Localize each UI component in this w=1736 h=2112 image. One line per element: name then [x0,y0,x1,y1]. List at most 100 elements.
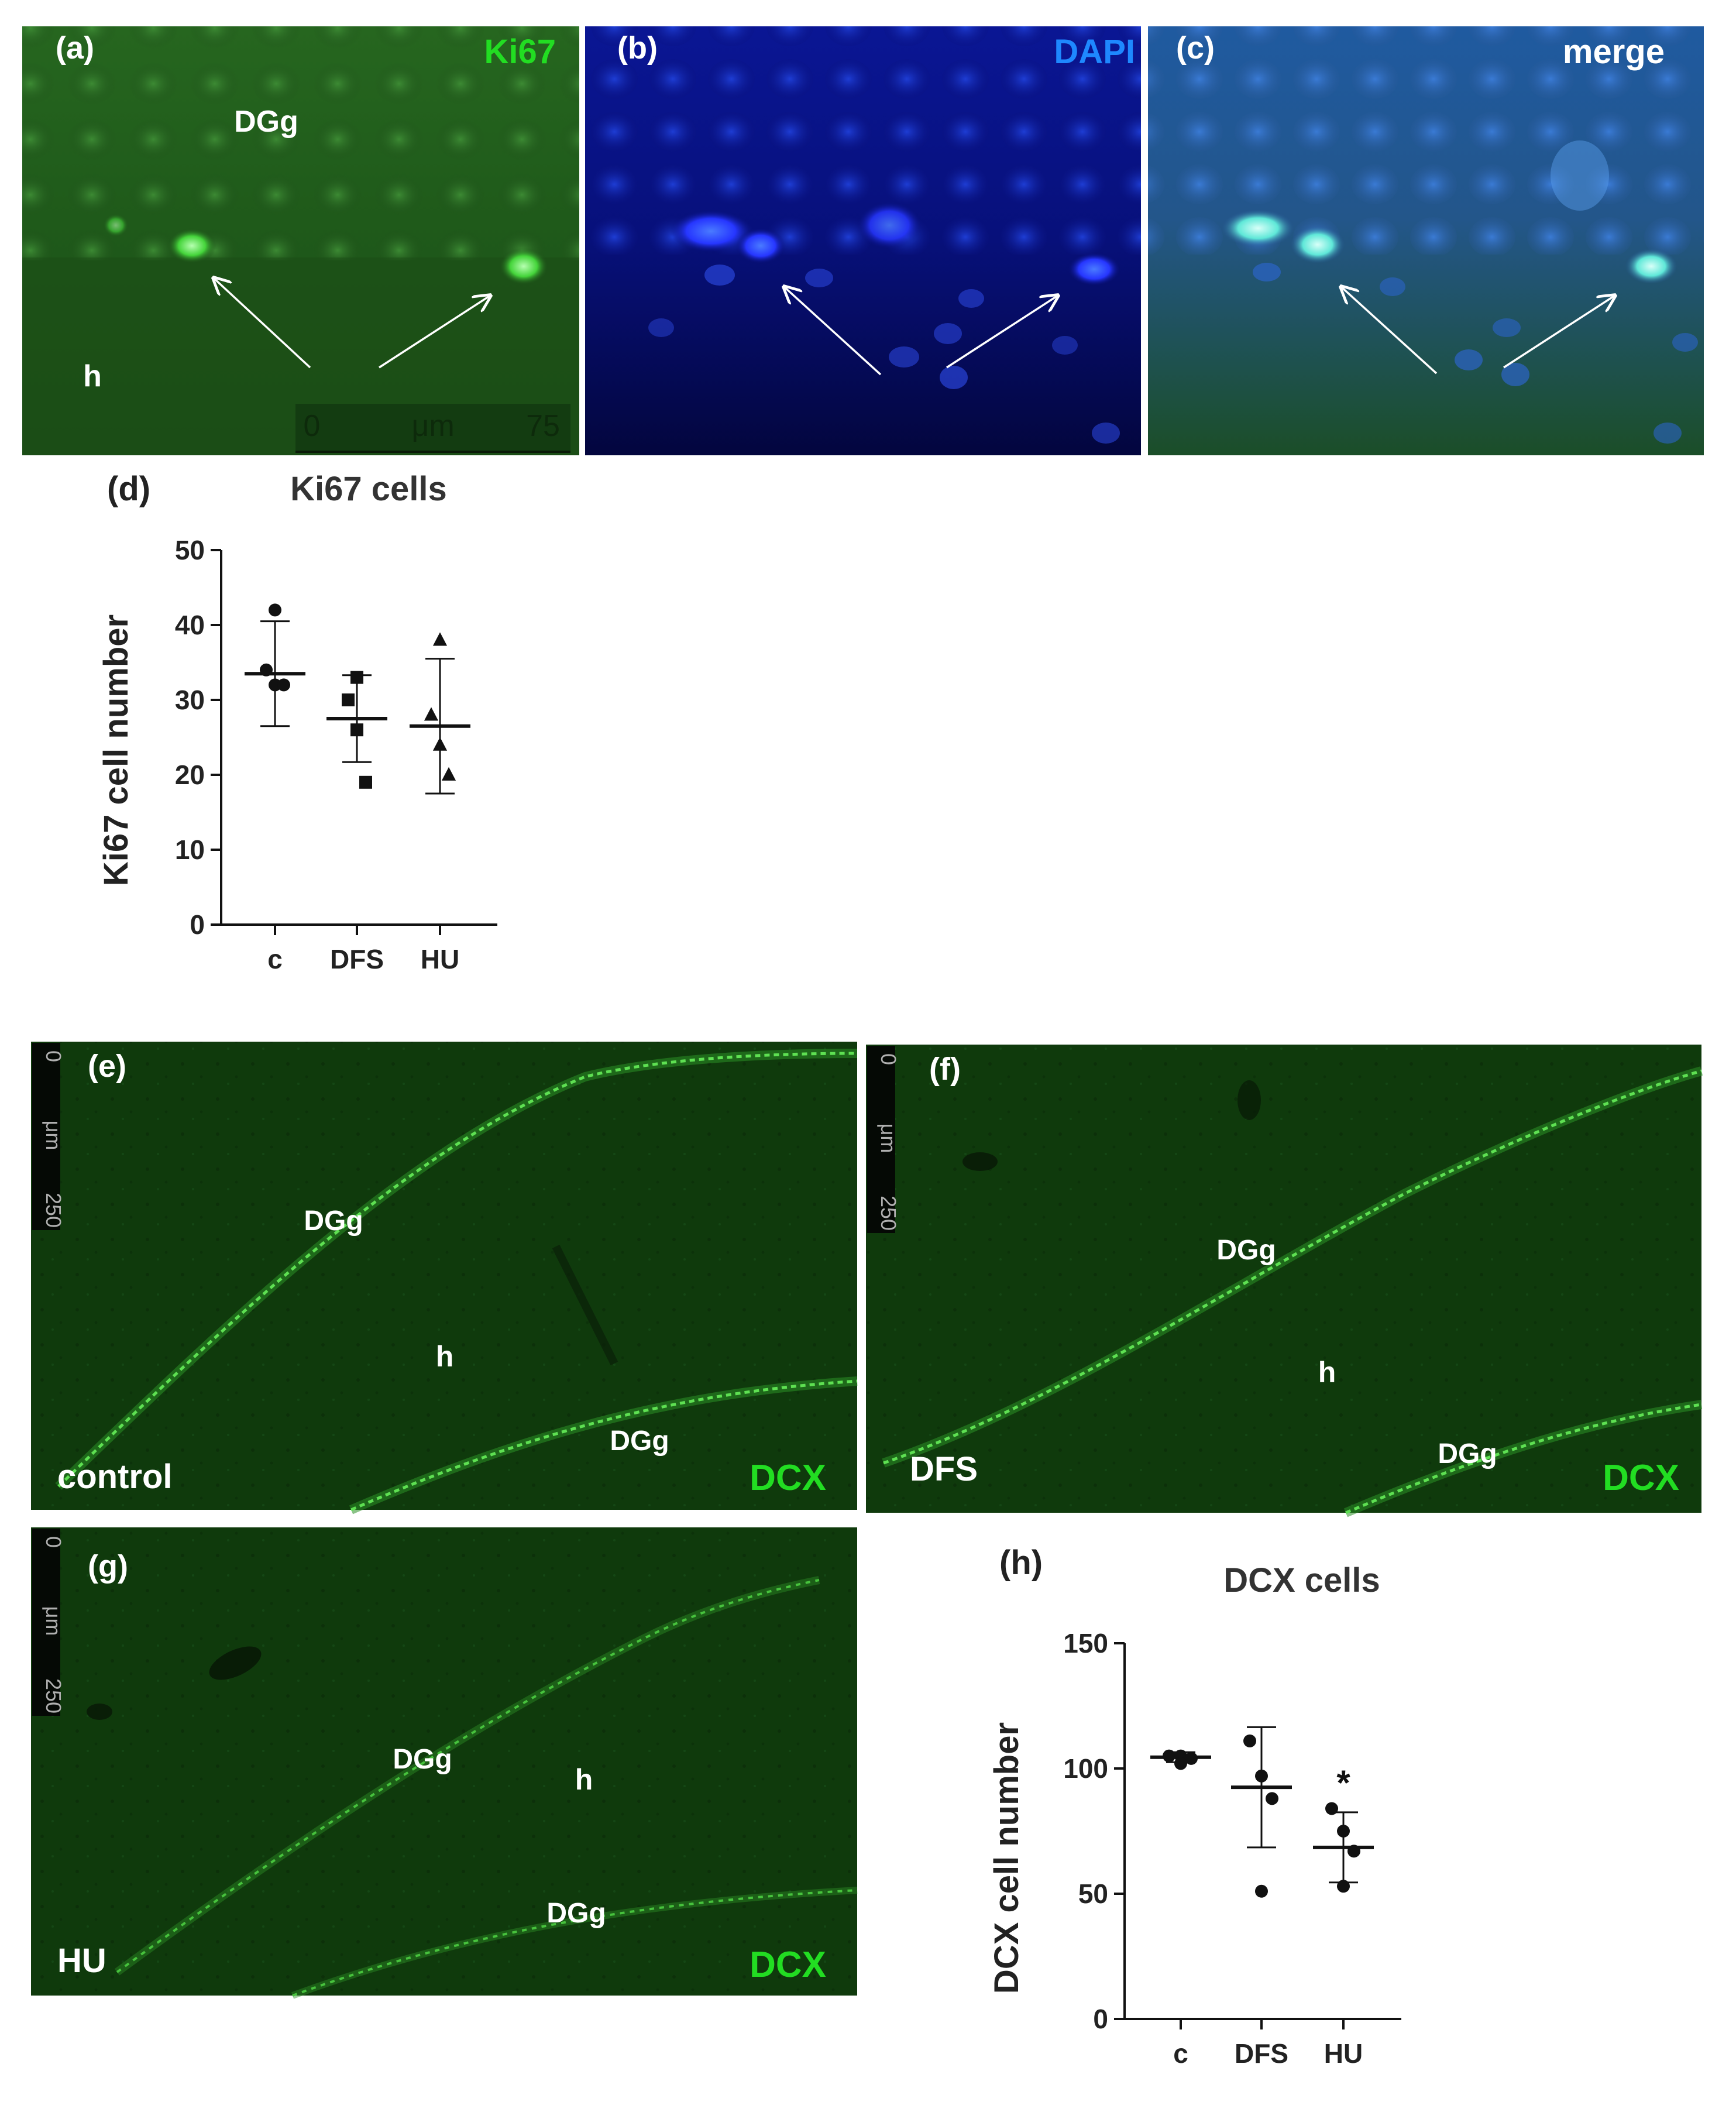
data-point-HU [1337,1825,1350,1838]
chart-h-title: DCX cells [1223,1561,1380,1599]
chart-h-ylabel: DCX cell number [988,1722,1026,1994]
arrow-right [379,296,490,369]
region-label-h-e: h [436,1340,454,1373]
panel-letter-a: (a) [56,30,94,66]
data-point-HU [424,707,439,721]
scale-max-f: 250 [876,1196,900,1231]
stain-label-dapi: DAPI [1054,33,1135,71]
data-point-DFS [359,775,372,789]
stain-label-dcx-e: DCX [750,1458,826,1498]
y-tick-label: 150 [1063,1628,1108,1658]
scale-bar-g [32,1529,60,1716]
scale-unit-f: μm [876,1124,900,1153]
chart-d-ki67: (d) Ki67 cells Ki67 cell number 0 10 20 30 4… [97,470,497,974]
scale-bar-max: 75 [526,409,560,443]
data-point-DFS [1255,1769,1268,1783]
chart-h-panel-letter: (h) [999,1544,1043,1582]
x-tick-label-c: c [267,944,283,974]
scale-bar-unit: μm [411,409,454,443]
region-label-h-f: h [1318,1356,1336,1389]
y-tick-label: 0 [190,909,205,940]
data-point-HU [1325,1802,1338,1815]
chart-d-panel-letter: (d) [107,470,150,508]
y-tick-label: 40 [175,610,205,640]
stain-label-dcx-f: DCX [1603,1458,1679,1498]
x-tick-label-c: c [1173,2038,1188,2069]
scale-unit-g: μm [42,1606,66,1636]
panel-b-dapi-image: (b) DAPI [585,26,1141,455]
scale-min-e: 0 [42,1050,66,1062]
data-point-HU [432,632,448,646]
chart-h-plot-area: 0 50 100 150 c DFS HU * [1063,1628,1401,2069]
data-point-DFS [342,693,355,706]
panel-f-dfs-dcx-image: 0 μm 250 (f) DGg h DGg DFS DCX [866,1045,1703,1517]
scale-bar-min: 0 [304,409,321,443]
stain-label-ki67: Ki67 [484,33,556,71]
x-tick-label-HU: HU [1324,2038,1363,2069]
scale-bar-e [32,1043,60,1230]
data-point-HU [1347,1845,1360,1858]
data-point-HU [432,737,448,751]
panel-letter-e: (e) [88,1049,126,1084]
data-point-c [269,603,281,617]
group-label-control: control [57,1458,173,1496]
x-tick-label-HU: HU [421,944,459,974]
panel-letter-f: (f) [929,1052,961,1087]
arrow-left [214,278,311,369]
y-tick-label: 30 [175,685,205,715]
data-point-DFS [1266,1792,1278,1805]
region-label-h: h [83,359,102,393]
panel-g-hu-dcx-image: 0 μm 250 (g) DGg h DGg HU DCX [31,1527,858,1999]
stain-label-merge: merge [1563,33,1665,71]
chart-d-ylabel: Ki67 cell number [97,614,135,886]
data-point-HU [441,767,456,781]
data-point-DFS [350,671,363,684]
y-tick-label: 50 [1078,1879,1108,1909]
group-label-dfs: DFS [910,1450,978,1488]
scale-max-g: 250 [42,1678,66,1713]
chart-h-dcx: (h) DCX cells DCX cell number 0 50 100 150 c… [988,1544,1401,2069]
data-point-DFS [350,723,363,737]
group-label-hu: HU [57,1942,106,1980]
significance-marker: * [1336,1763,1350,1802]
data-point-c [1174,1757,1187,1770]
chart-d-title: Ki67 cells [290,470,447,508]
y-tick-label: 100 [1063,1753,1108,1784]
scale-bar [295,404,570,453]
panel-letter-c: (c) [1176,30,1215,66]
ki67-positive-cell [499,248,548,285]
scale-max-e: 250 [42,1193,66,1228]
region-label-dgg-upper-f: DGg [1216,1235,1276,1266]
stain-label-dcx-g: DCX [750,1945,826,1985]
scale-min-g: 0 [42,1536,66,1548]
region-label-h-g: h [575,1763,593,1796]
panel-a-ki67-image: (a) Ki67 DGg h 0 μm 75 [22,26,579,455]
data-point-c [1163,1749,1175,1763]
panel-letter-g: (g) [88,1549,128,1584]
y-tick-label: 0 [1093,2004,1108,2034]
panel-e-control-dcx-image: 0 μm 250 (e) DGg h DGg control DCX [31,1042,858,1515]
panel-letter-b: (b) [617,30,658,66]
ki67-positive-cell [167,228,216,263]
scale-unit-e: μm [42,1121,66,1151]
region-label-dgg-upper-e: DGg [304,1206,363,1237]
data-point-c [260,663,273,676]
region-label-dgg-lower-g: DGg [546,1898,606,1929]
scale-bar-f [867,1046,895,1233]
scale-min-f: 0 [876,1053,900,1065]
chart-d-plot-area: 0 10 20 30 40 50 c DFS HU [175,535,497,974]
data-point-DFS [1255,1884,1268,1898]
x-tick-label-DFS: DFS [1235,2038,1288,2069]
panel-c-merge-image: (c) merge [1148,26,1704,455]
region-label-dgg-upper-g: DGg [393,1744,452,1775]
region-label-dgg-lower-e: DGg [610,1426,669,1457]
x-tick-label-DFS: DFS [330,944,384,974]
y-tick-label: 10 [175,835,205,865]
y-tick-label: 20 [175,760,205,790]
data-point-HU [1337,1880,1350,1893]
data-point-c [1185,1752,1198,1765]
region-label-dgg: DGg [234,105,298,139]
data-point-c [277,678,290,692]
y-tick-label: 50 [175,535,205,565]
